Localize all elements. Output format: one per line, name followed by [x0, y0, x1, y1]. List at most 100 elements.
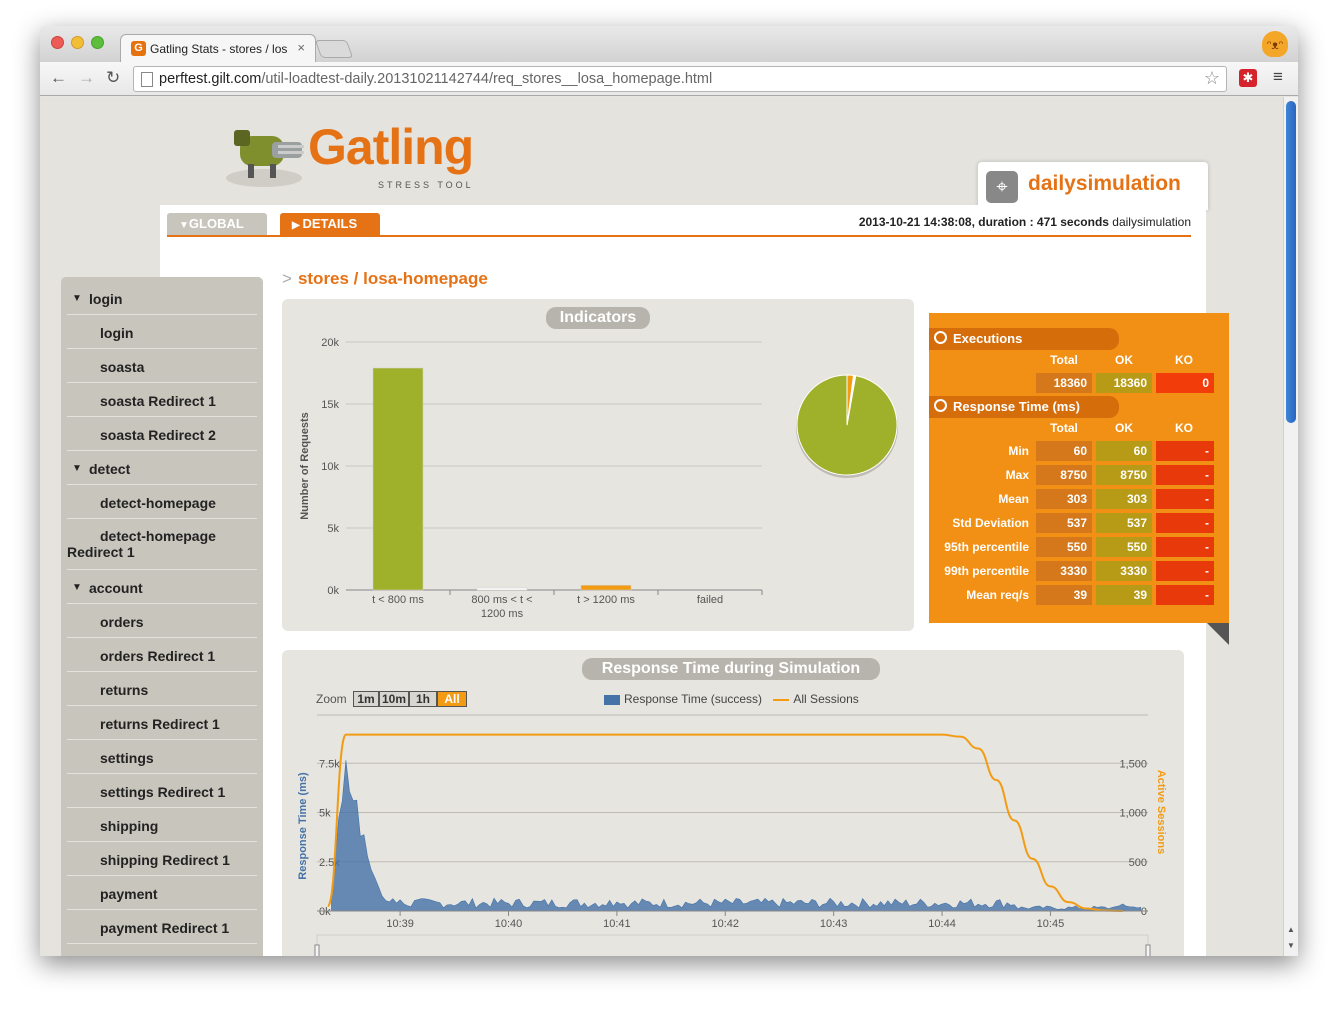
cell-total: 39: [1036, 585, 1092, 605]
page-icon: [141, 72, 153, 87]
executions-header: Executions: [929, 328, 1119, 350]
sidebar-item-18[interactable]: payment Redirect 1: [67, 910, 257, 944]
minimize-window-button[interactable]: [71, 36, 84, 49]
target-icon: ⌖: [986, 171, 1018, 203]
close-window-button[interactable]: [51, 36, 64, 49]
url-path: /util-loadtest-daily.20131021142744/req_…: [261, 71, 713, 87]
col-header-rt-total: Total: [1050, 421, 1078, 435]
sidebar-item-17[interactable]: payment: [67, 876, 257, 910]
simulation-name: dailysimulation: [1028, 172, 1181, 195]
sidebar-item-10[interactable]: orders Redirect 1: [67, 638, 257, 672]
response-y-right-tick: 500: [1129, 857, 1147, 869]
navigator-handle-right[interactable]: [1145, 944, 1151, 956]
cell-ko: -: [1156, 585, 1214, 605]
sidebar-item-3[interactable]: soasta Redirect 1: [67, 383, 257, 417]
exec-total: 18360: [1036, 373, 1092, 393]
cell-ko: -: [1156, 465, 1214, 485]
sidebar-item-9[interactable]: orders: [67, 604, 257, 638]
reload-icon[interactable]: ↻: [106, 68, 121, 87]
sidebar-item-11[interactable]: returns: [67, 672, 257, 706]
run-info-simulation: dailysimulation: [1112, 215, 1191, 229]
sidebar-item-6[interactable]: detect-homepage: [67, 485, 257, 519]
pie-slice[interactable]: [846, 374, 855, 426]
navigator-strip[interactable]: [316, 934, 1149, 956]
scrollbar-thumb[interactable]: [1286, 101, 1296, 423]
sidebar-item-4[interactable]: soasta Redirect 2: [67, 417, 257, 451]
sidebar-item-15[interactable]: shipping: [67, 808, 257, 842]
indicators-bar[interactable]: [372, 367, 424, 591]
back-arrow-icon[interactable]: ←: [50, 68, 67, 87]
zoom-window-button[interactable]: [91, 36, 104, 49]
extension-icon[interactable]: ✱: [1239, 69, 1257, 87]
zoom-button-All[interactable]: All: [437, 691, 467, 707]
cell-ok: 8750: [1096, 465, 1152, 485]
response-y-right-tick: 0: [1141, 906, 1147, 918]
indicators-y-tick: 5k: [327, 523, 339, 535]
sidebar-item-7[interactable]: detect-homepage Redirect 1: [67, 519, 257, 570]
vertical-scrollbar[interactable]: ▲ ▼: [1283, 97, 1298, 956]
cell-ko: -: [1156, 561, 1214, 581]
response-x-label: 10:39: [386, 918, 414, 930]
response-x-label: 10:45: [1037, 918, 1065, 930]
sidebar-item-label: detect-homepage: [100, 528, 216, 544]
indicators-panel: Indicators 0k 5k 10k 15k 20k t < 800 ms 800 ms…: [282, 299, 914, 631]
user-profile-cat-icon[interactable]: ᵔᴥᵔ: [1262, 31, 1288, 57]
indicators-x-label: 800 ms < t <: [471, 594, 532, 606]
indicators-y-label: Number of Requests: [299, 412, 311, 520]
response-area-series[interactable]: [331, 760, 1142, 912]
col-header-ko: KO: [1175, 353, 1193, 367]
run-info-date: 2013-10-21 14:38:08, duration : 471 seco…: [858, 215, 1109, 229]
sessions-line-series[interactable]: [326, 733, 1123, 912]
response-y-right-label: Active Sessions: [1155, 770, 1167, 854]
simulation-name-box: ⌖ dailysimulation: [978, 162, 1208, 210]
sidebar-item-13[interactable]: settings: [67, 740, 257, 774]
response-y-left-tick: 5k: [319, 808, 331, 820]
sidebar-item-label-line2: Redirect 1: [67, 544, 135, 560]
browser-menu-icon[interactable]: ≡: [1273, 67, 1283, 86]
indicators-x-label: failed: [697, 594, 723, 606]
browser-toolbar: ← → ↻ perftest.gilt.com/util-loadtest-da…: [40, 62, 1298, 96]
legend-response[interactable]: Response Time (success): [624, 692, 763, 706]
sidebar-item-16[interactable]: shipping Redirect 1: [67, 842, 257, 876]
sidebar-item-label: shipping: [100, 818, 159, 834]
cell-ok: 303: [1096, 489, 1152, 509]
legend-sessions[interactable]: All Sessions: [793, 692, 859, 706]
zoom-button-10m[interactable]: 10m: [379, 691, 409, 707]
sidebar-group-5[interactable]: detect: [67, 451, 257, 485]
sidebar: login login soasta soasta Redirect 1 soasta …: [61, 277, 263, 956]
cell-ko: -: [1156, 537, 1214, 557]
cell-ko: -: [1156, 489, 1214, 509]
new-tab-button[interactable]: [314, 40, 354, 58]
browser-tab[interactable]: G Gatling Stats - stores / los ×: [120, 34, 316, 62]
indicators-bar[interactable]: [580, 585, 632, 591]
sidebar-item-label: payment: [100, 886, 158, 902]
sidebar-group-8[interactable]: account: [67, 570, 257, 604]
indicators-bar[interactable]: [476, 587, 528, 591]
cell-total: 550: [1036, 537, 1092, 557]
sidebar-group-0[interactable]: login: [67, 281, 257, 315]
zoom-button-1h[interactable]: 1h: [409, 691, 437, 707]
sidebar-item-2[interactable]: soasta: [67, 349, 257, 383]
forward-arrow-icon[interactable]: →: [78, 68, 95, 87]
sidebar-item-label: soasta: [100, 359, 145, 375]
address-bar[interactable]: perftest.gilt.com/util-loadtest-daily.20…: [133, 66, 1227, 92]
legend-response-swatch: [604, 694, 620, 705]
navigator-handle-left[interactable]: [314, 944, 320, 956]
indicators-chart: 0k 5k 10k 15k 20k t < 800 ms 800 ms < t < 1200 …: [299, 337, 898, 620]
sidebar-item-label: returns: [100, 682, 149, 698]
caret-right-icon: ▶: [292, 220, 303, 231]
sidebar-item-14[interactable]: settings Redirect 1: [67, 774, 257, 808]
tab-global[interactable]: ▼GLOBAL: [167, 213, 267, 235]
bookmark-star-icon[interactable]: ☆: [1203, 68, 1220, 88]
tab-details[interactable]: ▶ DETAILS: [280, 213, 380, 235]
tab-close-icon[interactable]: ×: [297, 40, 305, 55]
cell-ok: 550: [1096, 537, 1152, 557]
sidebar-item-1[interactable]: login: [67, 315, 257, 349]
row-label: Mean req/s: [966, 588, 1029, 602]
sidebar-item-12[interactable]: returns Redirect 1: [67, 706, 257, 740]
sidebar-item-label: soasta Redirect 2: [100, 427, 216, 443]
scroll-down-arrow-icon[interactable]: ▼: [1287, 941, 1295, 950]
response-y-right-tick: 1,500: [1119, 758, 1147, 770]
scroll-up-arrow-icon[interactable]: ▲: [1287, 925, 1295, 934]
zoom-button-1m[interactable]: 1m: [353, 691, 379, 707]
